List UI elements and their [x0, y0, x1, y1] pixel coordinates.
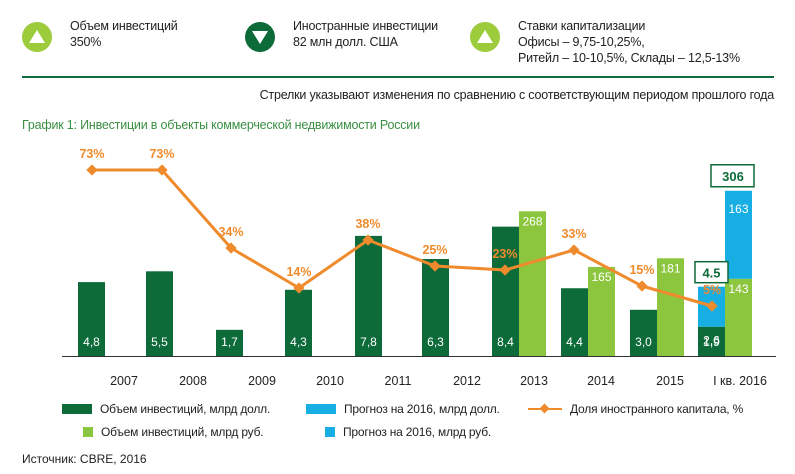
point-foreign-share: [499, 264, 511, 276]
point-foreign-share: [429, 260, 441, 272]
data-label-foreign-share: 73%: [79, 147, 104, 161]
arrows-note: Стрелки указывают изменения по сравнению…: [259, 88, 775, 102]
forecast-total-usd: 4.5: [702, 266, 720, 281]
bar-label-usd: 1,7: [221, 335, 238, 349]
point-foreign-share: [293, 282, 305, 294]
bar-label-usd: 4,8: [83, 335, 100, 349]
data-label-foreign-share: 14%: [286, 265, 311, 279]
kpi-value: Офисы – 9,75-10,25%,: [518, 35, 645, 49]
bar-label-rub: 181: [660, 261, 680, 275]
bar-usd: [422, 258, 449, 356]
bar-rub: [588, 266, 615, 356]
legend-label: Объем инвестиций, млрд руб.: [101, 424, 264, 439]
bar-label-usd: 7,8: [360, 335, 377, 349]
point-foreign-share: [156, 164, 168, 176]
bar-usd: [561, 288, 588, 356]
bar-usd: [698, 326, 725, 356]
bar-usd: [146, 271, 173, 356]
kpi-down-arrow-icon: [245, 22, 275, 52]
kpi-investment-volume: Объем инвестиций 350%: [22, 14, 222, 64]
point-foreign-share: [86, 164, 98, 176]
bar-label-usd: 5,5: [151, 335, 168, 349]
data-label-foreign-share: 25%: [422, 243, 447, 257]
data-label-foreign-share: 5%: [703, 283, 721, 297]
legend-item-share: Доля иностранного капитала, %: [528, 401, 743, 416]
x-tick-label: 2012: [453, 374, 481, 388]
data-label-foreign-share: 73%: [149, 147, 174, 161]
bar-label-usd: 4,3: [290, 335, 307, 349]
bar-usd: [630, 309, 657, 356]
bar-label-rub: 165: [591, 270, 611, 284]
bar-forecast-rub: [725, 190, 752, 279]
legend-item-forecast-usd: Прогноз на 2016, млрд долл.: [306, 401, 500, 416]
bar-label-forecast-rub: 163: [728, 202, 748, 216]
legend-label: Объем инвестиций, млрд долл.: [100, 401, 271, 416]
data-label-foreign-share: 38%: [355, 217, 380, 231]
x-tick-label: 2007: [110, 374, 138, 388]
point-foreign-share: [225, 242, 237, 254]
bar-label-usd: 3,0: [635, 335, 652, 349]
kpi-value-2: Ритейл – 10-10,5%, Склады – 12,5-13%: [518, 51, 740, 65]
legend-swatch-orange-line: [528, 404, 562, 414]
bar-rub: [519, 211, 546, 356]
bar-label-usd: 8,4: [497, 335, 514, 349]
bar-usd: [285, 289, 312, 356]
legend-label: Доля иностранного капитала, %: [570, 401, 744, 416]
legend-item-rub: Объем инвестиций, млрд руб.: [83, 424, 264, 439]
kpi-value: 350%: [70, 35, 102, 49]
data-label-foreign-share: 15%: [629, 263, 654, 277]
kpi-value: 82 млн долл. США: [293, 35, 398, 49]
bar-usd: [355, 235, 382, 356]
legend-item-forecast-rub: Прогноз на 2016, млрд руб.: [325, 424, 491, 439]
bar-label-rub: 268: [522, 214, 542, 228]
bar-usd: [216, 329, 243, 356]
point-foreign-share: [636, 280, 648, 292]
bar-usd: [492, 226, 519, 356]
chart-title: График 1: Инвестиции в объекты коммерчес…: [22, 118, 420, 132]
x-tick-label: I кв. 2016: [713, 374, 767, 388]
x-tick-label: 2009: [248, 374, 276, 388]
kpi-title: Объем инвестиций: [70, 19, 178, 33]
kpi-up-arrow-icon: [470, 22, 500, 52]
legend-swatch-blue: [306, 403, 336, 414]
data-label-foreign-share: 23%: [492, 247, 517, 261]
legend-swatch-light-green: [83, 426, 93, 437]
bar-usd: [78, 282, 105, 356]
x-tick-label: 2011: [385, 374, 412, 388]
header-divider: [22, 76, 774, 78]
bar-label-usd: 6,3: [427, 335, 444, 349]
bar-label-rub: 143: [728, 282, 748, 296]
point-foreign-share: [568, 244, 580, 256]
x-tick-label: 2014: [587, 374, 615, 388]
legend-swatch-blue-small: [325, 426, 335, 437]
point-foreign-share: [706, 300, 718, 312]
bar-rub: [725, 278, 752, 356]
data-label-foreign-share: 33%: [561, 227, 586, 241]
legend-label: Прогноз на 2016, млрд руб.: [343, 424, 492, 439]
bar-rub: [657, 258, 684, 356]
bar-label-usd: 4,4: [566, 335, 583, 349]
legend-swatch-dark-green: [62, 403, 92, 414]
bar-label-usd: 1,9: [703, 335, 720, 349]
kpi-title: Ставки капитализации: [518, 19, 646, 33]
x-tick-label: 2015: [656, 374, 684, 388]
data-label-foreign-share: 34%: [218, 225, 243, 239]
point-foreign-share: [362, 234, 374, 246]
kpi-up-arrow-icon: [22, 22, 52, 52]
forecast-total-rub: 306: [722, 169, 744, 184]
legend-label: Прогноз на 2016, млрд долл.: [344, 401, 500, 416]
kpi-cap-rates: Ставки капитализации Офисы – 9,75-10,25%…: [470, 14, 790, 65]
kpi-foreign-investment: Иностранные инвестиции 82 млн долл. США: [245, 14, 465, 64]
series-line-foreign-share: [92, 168, 713, 308]
forecast-total-box-usd: [694, 260, 729, 284]
x-tick-label: 2013: [520, 374, 548, 388]
x-tick-label: 2008: [179, 374, 207, 388]
forecast-total-box-rub: [710, 164, 755, 188]
bar-label-forecast-usd: 2,6: [703, 334, 720, 348]
legend-item-usd: Объем инвестиций, млрд долл.: [62, 401, 270, 416]
source-note: Источник: CBRE, 2016: [22, 452, 147, 466]
kpi-title: Иностранные инвестиции: [293, 19, 438, 33]
x-tick-label: 2010: [316, 374, 344, 388]
